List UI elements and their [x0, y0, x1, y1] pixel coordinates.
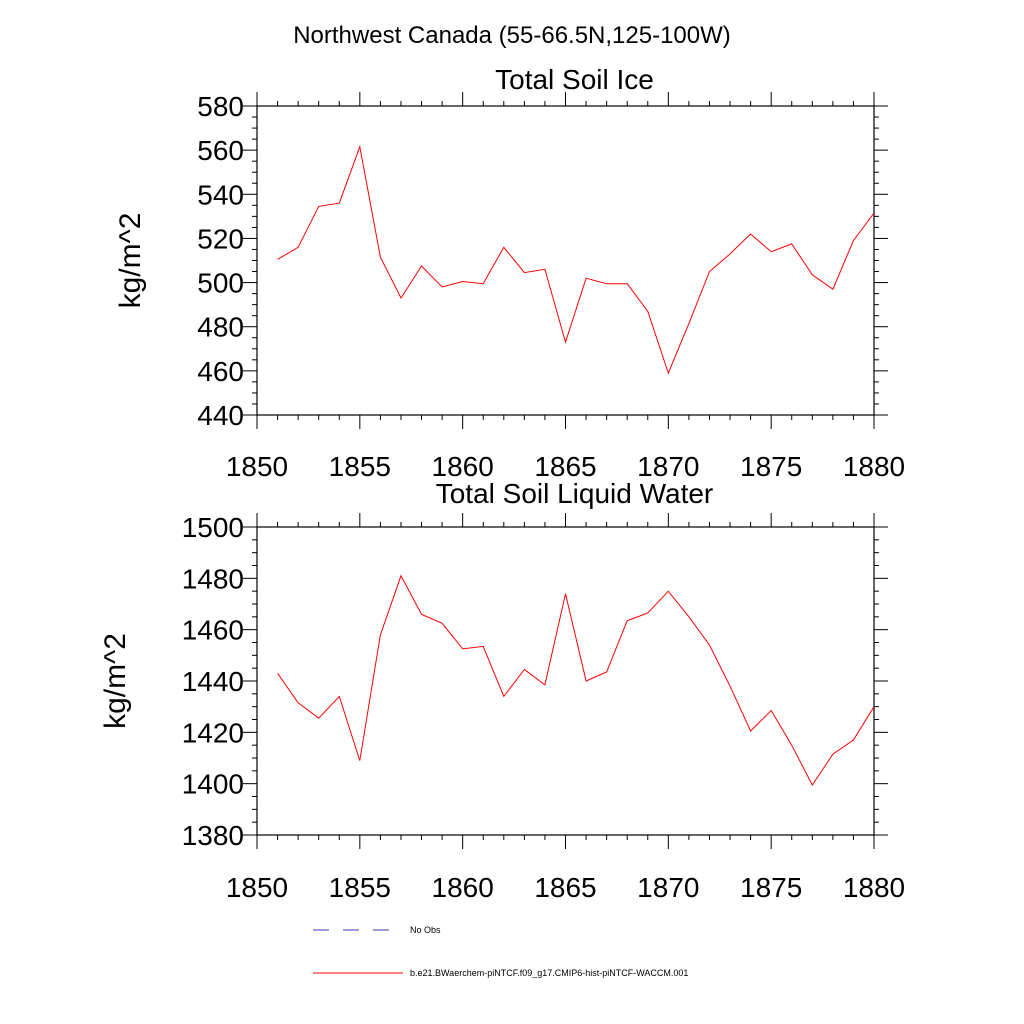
legend-item-model-run: b.e21.BWaerchem-piNTCF.f09_g17.CMIP6-his… — [313, 968, 688, 978]
y-tick-label: 460 — [197, 356, 244, 387]
x-tick-label: 1855 — [329, 872, 391, 903]
x-tick-label: 1870 — [637, 451, 699, 482]
y-tick-label: 1460 — [182, 615, 244, 646]
y-tick-label: 480 — [197, 312, 244, 343]
panel-title: Total Soil Liquid Water — [436, 478, 714, 509]
y-tick-label: 580 — [197, 91, 244, 122]
x-tick-label: 1850 — [226, 451, 288, 482]
x-tick-label: 1875 — [740, 872, 802, 903]
chart-panel-soil-ice: Total Soil Ice kg/m^2 440 460 480 500 520 540 56… — [114, 64, 905, 482]
y-tick-label: 540 — [197, 179, 244, 210]
y-tick-label: 1440 — [182, 666, 244, 697]
x-tick-label: 1865 — [534, 451, 596, 482]
legend-label-model-run: b.e21.BWaerchem-piNTCF.f09_g17.CMIP6-his… — [410, 968, 688, 978]
x-tick-label: 1865 — [534, 872, 596, 903]
plot-frame — [256, 105, 875, 416]
panel-title: Total Soil Ice — [495, 64, 654, 95]
y-axis-label: kg/m^2 — [99, 633, 132, 729]
series-line — [277, 144, 875, 375]
series-line — [277, 574, 875, 786]
plot-frame — [256, 526, 875, 836]
y-tick-label: 1400 — [182, 769, 244, 800]
x-tick-label: 1880 — [843, 872, 905, 903]
y-tick-label: 440 — [197, 400, 244, 431]
y-tick-label: 500 — [197, 268, 244, 299]
chart-panel-soil-liquid-water: Total Soil Liquid Water kg/m^2 1380 1400 142… — [99, 478, 905, 903]
y-tick-label: 1420 — [182, 717, 244, 748]
figure-title: Northwest Canada (55-66.5N,125-100W) — [293, 22, 731, 49]
x-tick-label: 1855 — [329, 451, 391, 482]
x-tick-label: 1870 — [637, 872, 699, 903]
legend: No Obs b.e21.BWaerchem-piNTCF.f09_g17.CM… — [313, 925, 688, 978]
y-tick-label: 560 — [197, 135, 244, 166]
x-tick-label: 1875 — [740, 451, 802, 482]
y-tick-label: 1500 — [182, 512, 244, 543]
x-tick-label: 1860 — [432, 451, 494, 482]
x-tick-label: 1850 — [226, 872, 288, 903]
legend-item-no-obs: No Obs — [313, 925, 441, 935]
y-axis-label: kg/m^2 — [114, 213, 147, 309]
legend-label-no-obs: No Obs — [410, 925, 441, 935]
x-tick-label: 1880 — [843, 451, 905, 482]
y-tick-label: 1380 — [182, 820, 244, 851]
x-tick-label: 1860 — [432, 872, 494, 903]
y-tick-label: 1480 — [182, 563, 244, 594]
y-tick-label: 520 — [197, 223, 244, 254]
